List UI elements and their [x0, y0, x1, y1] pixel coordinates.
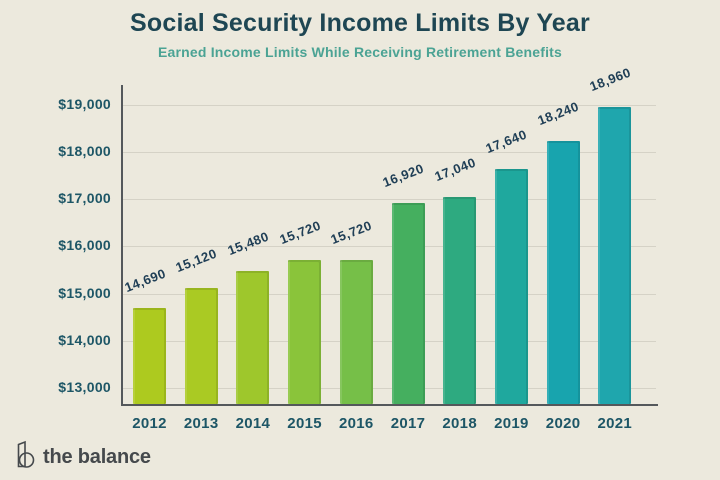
- y-axis-line: [121, 85, 123, 406]
- gridline-13000: [123, 388, 656, 389]
- bar-2017: [391, 203, 425, 404]
- gridline-19000: [123, 104, 656, 106]
- y-axis-tick-label: $17,000: [58, 190, 111, 207]
- bar-value-label: 18,240: [535, 98, 582, 128]
- y-axis-tick-label: $16,000: [58, 237, 111, 254]
- x-axis-tick-label: 2014: [235, 415, 271, 432]
- x-axis-tick-label: 2015: [287, 415, 322, 432]
- bar-value-label: 16,920: [380, 160, 426, 191]
- chart-subtitle: Earned Income Limits While Receiving Ret…: [157, 44, 563, 60]
- gridline-18000: [123, 152, 656, 154]
- x-axis-line: [121, 404, 658, 406]
- x-axis-tick-label: 2019: [494, 415, 529, 432]
- bar-value-label: 18,960: [587, 64, 633, 94]
- bar-2021: [598, 106, 632, 404]
- y-axis-tick-label: $19,000: [58, 95, 111, 112]
- y-axis-tick-label: $18,000: [58, 143, 111, 160]
- bar-value-label: 14,690: [122, 265, 168, 296]
- bar-value-label: 17,040: [432, 155, 478, 185]
- bar-value-label: 15,720: [277, 217, 323, 247]
- y-axis-tick-label: $13,000: [58, 379, 111, 395]
- bar-2015: [288, 259, 322, 404]
- x-axis-tick-label: 2012: [132, 415, 167, 432]
- gridline-15000: [123, 293, 656, 295]
- brand-logo: the balance: [12, 440, 151, 474]
- bar-2013: [184, 287, 218, 404]
- x-axis-tick-label: 2018: [442, 415, 477, 432]
- bar-2012: [133, 308, 166, 404]
- y-axis-tick-label: $15,000: [58, 284, 111, 301]
- bar-2014: [236, 271, 270, 404]
- chart-title: Social Security Income Limits By Year: [130, 9, 590, 37]
- gridline-14000: [123, 340, 656, 342]
- bar-2018: [443, 197, 477, 404]
- brand-name: the balance: [43, 445, 151, 468]
- x-axis-tick-label: 2016: [339, 415, 374, 432]
- bar-2020: [546, 140, 580, 404]
- gridline-16000: [123, 246, 656, 248]
- x-axis-tick-label: 2020: [545, 415, 581, 432]
- x-axis-tick-label: 2017: [390, 415, 426, 432]
- bar-2019: [494, 169, 528, 404]
- balance-lb-monogram-icon: [12, 440, 37, 474]
- bar-value-label: 15,720: [328, 217, 375, 247]
- bar-2016: [339, 259, 373, 404]
- x-axis-tick-label: 2021: [597, 415, 633, 432]
- bar-value-label: 15,120: [173, 245, 220, 275]
- gridline-17000: [123, 199, 656, 201]
- bar-value-label: 15,480: [225, 228, 271, 259]
- y-axis-tick-label: $14,000: [58, 331, 111, 348]
- x-axis-tick-label: 2013: [183, 415, 219, 432]
